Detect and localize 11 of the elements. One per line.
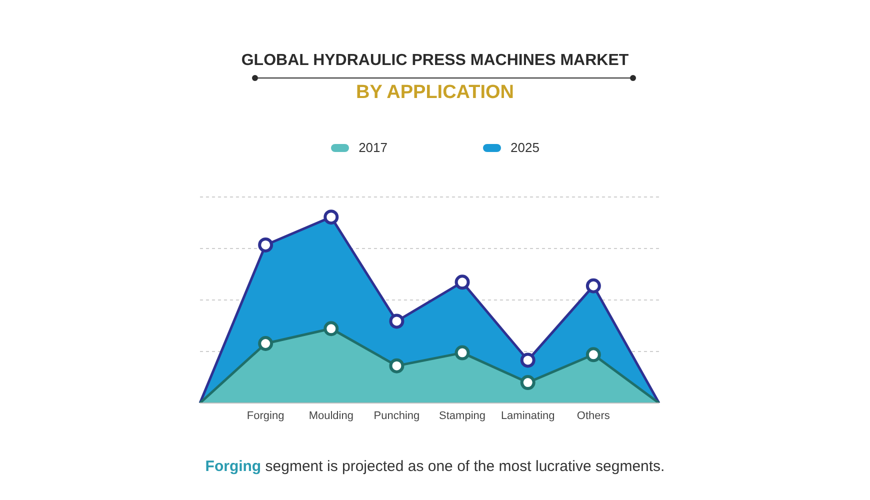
chart-subtitle: BY APPLICATION <box>355 82 515 104</box>
legend-label: 2025 <box>510 140 540 155</box>
x-tick-label: Others <box>576 410 610 422</box>
x-tick-label: Moulding <box>308 410 354 422</box>
legend-label: 2017 <box>358 140 388 155</box>
text: Forging segment is projected as one of the most lucrative segments. <box>205 458 665 475</box>
x-tick-label: Stamping <box>439 410 486 422</box>
x-tick-label: Punching <box>374 410 420 422</box>
chart-title: GLOBAL HYDRAULIC PRESS MACHINES MARKET <box>240 52 630 70</box>
x-tick-label: Forging <box>246 410 284 422</box>
x-tick-label: Laminating <box>500 410 555 422</box>
